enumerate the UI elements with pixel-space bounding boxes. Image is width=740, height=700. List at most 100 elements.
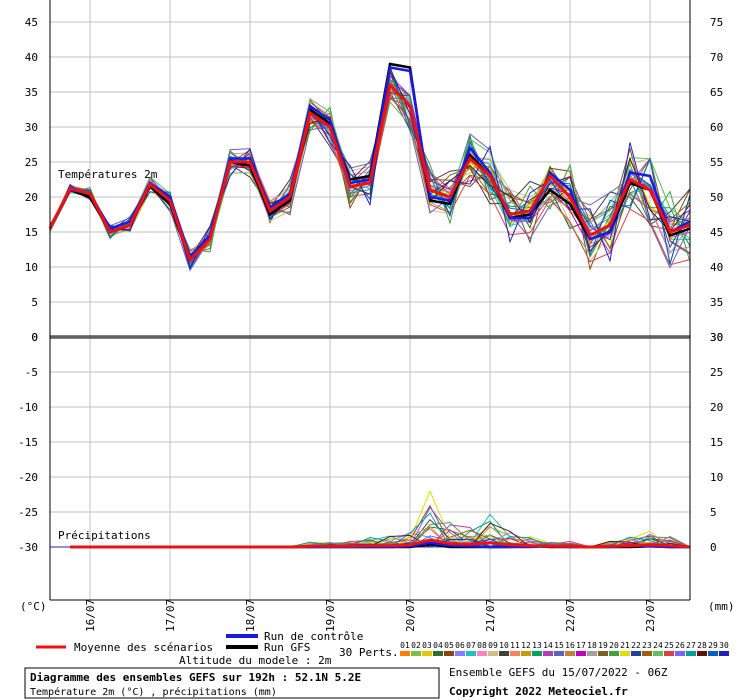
axes [49, 0, 691, 601]
pert-code-label: 12 [521, 641, 531, 650]
y-tick-label-temp: 0 [31, 331, 38, 344]
pert-code-label: 14 [543, 641, 553, 650]
right-unit-label: (mm) [708, 600, 735, 613]
footer-copyright: Copyright 2022 Meteociel.fr [449, 685, 628, 698]
pert-color-swatch [400, 651, 410, 656]
y-tick-label-right-temp: 75 [710, 16, 723, 29]
main-lines [48, 62, 691, 549]
pert-color-swatch [708, 651, 718, 656]
mean-precip-line [70, 538, 691, 549]
y-tick-label-right-precip: 10 [710, 471, 723, 484]
pert-code-label: 11 [510, 641, 520, 650]
pert-color-swatch [587, 651, 597, 656]
footer-subtitle: Température 2m (°C) , précipitations (mm… [30, 686, 277, 698]
x-tick-label: 18/07 [244, 599, 257, 632]
precipitation-panel-label: Précipitations [58, 529, 151, 542]
pert-color-swatch [554, 651, 564, 656]
pert-code-label: 10 [499, 641, 509, 650]
pert-code-label: 20 [609, 641, 619, 650]
pert-color-swatch [466, 651, 476, 656]
pert-color-swatch [576, 651, 586, 656]
y-tick-label-right-temp: 35 [710, 296, 723, 309]
y-tick-label-temp: 10 [25, 261, 38, 274]
pert-code-label: 19 [598, 641, 608, 650]
altitude-label: Altitude du modele : 2m [179, 654, 332, 667]
y-tick-label-right-temp: 65 [710, 86, 723, 99]
y-tick-label-right-temp: 70 [710, 51, 723, 64]
y-tick-label-temp: 45 [25, 16, 38, 29]
control-legend-label: Run de contrôle [264, 630, 363, 643]
pert-color-swatch [499, 651, 509, 656]
pert-color-swatch [598, 651, 608, 656]
pert-color-swatch [719, 651, 729, 656]
y-tick-label-right-precip: 15 [710, 436, 723, 449]
footer-run-label: Ensemble GEFS du 15/07/2022 - 06Z [449, 666, 668, 679]
y-tick-label-right-precip: 20 [710, 401, 723, 414]
pert-code-label: 26 [675, 641, 685, 650]
legend: Moyenne des scénarios Run de contrôleRun … [36, 630, 729, 667]
pert-code-label: 16 [565, 641, 575, 650]
y-tick-label-temp: 20 [25, 191, 38, 204]
x-tick-label: 21/07 [484, 599, 497, 632]
perturbation-lines [49, 65, 691, 548]
x-tick-label: 23/07 [644, 599, 657, 632]
y-tick-label-right-temp: 30 [710, 331, 723, 344]
pert-code-label: 06 [455, 641, 465, 650]
y-tick-label-temp: 40 [25, 51, 38, 64]
pert-color-swatch [521, 651, 531, 656]
pert-color-swatch [422, 651, 432, 656]
y-tick-label-precip: -25 [18, 506, 38, 519]
pert-code-label: 24 [653, 641, 663, 650]
pert-code-label: 21 [620, 641, 630, 650]
pert-color-swatch [488, 651, 498, 656]
pert-color-swatch [620, 651, 630, 656]
y-tick-label-right-precip: 0 [710, 541, 717, 554]
temperature-panel-label: Températures 2m [58, 168, 158, 181]
y-tick-label-right-temp: 40 [710, 261, 723, 274]
y-tick-label-right-temp: 30 [710, 331, 723, 344]
y-tick-label-temp: 15 [25, 226, 38, 239]
pert-color-swatch [477, 651, 487, 656]
pert-color-swatch [444, 651, 454, 656]
y-tick-label-temp: 25 [25, 156, 38, 169]
x-tick-label: 17/07 [164, 599, 177, 632]
pert-color-swatch [455, 651, 465, 656]
footer: Diagramme des ensembles GEFS sur 192h : … [24, 666, 668, 699]
pert-code-label: 22 [631, 641, 641, 650]
pert-color-swatch [609, 651, 619, 656]
y-tick-label-temp: 0 [31, 331, 38, 344]
y-tick-label-right-precip: 5 [710, 506, 717, 519]
y-tick-label-temp: 5 [31, 296, 38, 309]
y-tick-label-temp: 35 [25, 86, 38, 99]
pert-code-label: 08 [477, 641, 487, 650]
perts-legend-label: 30 Perts. [339, 646, 399, 659]
pert-code-label: 30 [719, 641, 729, 650]
x-tick-label: 16/07 [84, 599, 97, 632]
pert-code-label: 28 [697, 641, 707, 650]
y-tick-label-right-precip: 25 [710, 366, 723, 379]
pert-code-label: 29 [708, 641, 718, 650]
mean-temp-line [48, 81, 691, 263]
pert-color-swatch [642, 651, 652, 656]
grid [50, 0, 690, 600]
pert-color-swatch [675, 651, 685, 656]
y-tick-label-temp: 30 [25, 121, 38, 134]
x-tick-label: 20/07 [404, 599, 417, 632]
pert-color-swatch [653, 651, 663, 656]
pert-code-label: 02 [411, 641, 421, 650]
pert-color-swatch [532, 651, 542, 656]
y-tick-label-right-temp: 55 [710, 156, 723, 169]
pert-code-label: 03 [422, 641, 432, 650]
pert-code-label: 15 [554, 641, 564, 650]
pert-color-swatch [411, 651, 421, 656]
pert-code-label: 27 [686, 641, 696, 650]
footer-box [24, 667, 440, 699]
y-tick-label-precip: -20 [18, 471, 38, 484]
pert-code-label: 25 [664, 641, 674, 650]
y-tick-label-precip: -10 [18, 401, 38, 414]
pert-code-label: 17 [576, 641, 586, 650]
pert-color-swatch [510, 651, 520, 656]
pert-code-label: 01 [400, 641, 410, 650]
